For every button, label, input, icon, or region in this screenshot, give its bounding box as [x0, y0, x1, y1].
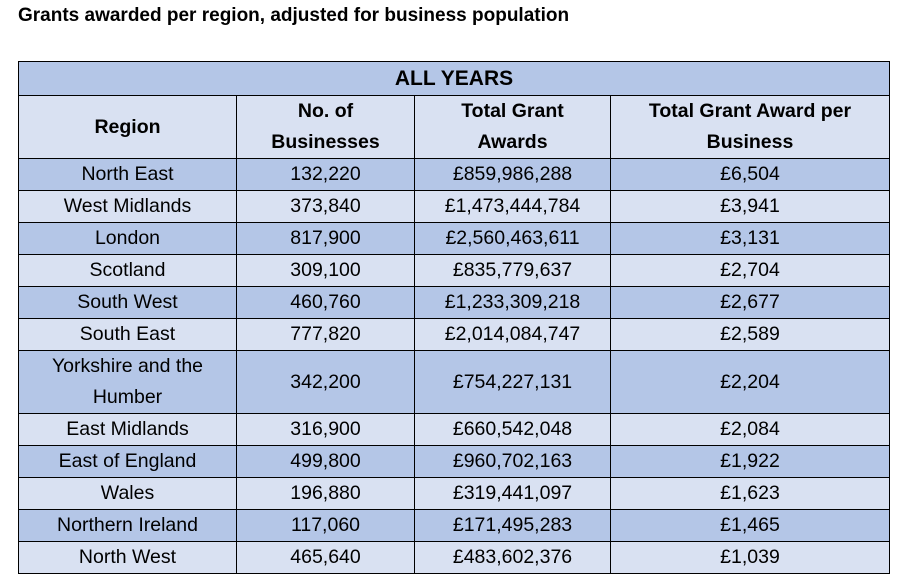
total-grant-cell: £754,227,131 — [414, 350, 611, 414]
businesses-cell: 373,840 — [236, 190, 415, 223]
businesses-cell: 777,820 — [236, 318, 415, 351]
table-row: Wales 196,880 £319,441,097 £1,623 — [18, 477, 890, 510]
table-row: East Midlands 316,900 £660,542,048 £2,08… — [18, 413, 890, 446]
table-banner-row: ALL YEARS — [18, 61, 890, 96]
per-business-cell: £1,039 — [610, 541, 890, 574]
column-header-per-business-line-1: Total Grant Award per — [648, 100, 852, 122]
column-header-region: Region — [18, 95, 237, 159]
businesses-cell: 309,100 — [236, 254, 415, 287]
total-grant-cell: £1,233,309,218 — [414, 286, 611, 319]
column-header-total-line-2: Awards — [477, 131, 548, 153]
column-header-region-line-1: Region — [94, 115, 161, 138]
businesses-cell: 460,760 — [236, 286, 415, 319]
total-grant-cell: £1,473,444,784 — [414, 190, 611, 223]
region-cell: North East — [18, 158, 237, 191]
table-row: East of England 499,800 £960,702,163 £1,… — [18, 445, 890, 478]
region-cell: Scotland — [18, 254, 237, 287]
per-business-cell: £2,084 — [610, 413, 890, 446]
businesses-cell: 465,640 — [236, 541, 415, 574]
table-row: North West 465,640 £483,602,376 £1,039 — [18, 541, 890, 574]
region-cell: North West — [18, 541, 237, 574]
per-business-cell: £3,941 — [610, 190, 890, 223]
table-row: London 817,900 £2,560,463,611 £3,131 — [18, 222, 890, 255]
total-grant-cell: £2,014,084,747 — [414, 318, 611, 351]
region-cell: South East — [18, 318, 237, 351]
per-business-cell: £1,623 — [610, 477, 890, 510]
total-grant-cell: £483,602,376 — [414, 541, 611, 574]
businesses-cell: 316,900 — [236, 413, 415, 446]
businesses-cell: 817,900 — [236, 222, 415, 255]
column-header-businesses: No. of Businesses — [236, 95, 415, 159]
table-row: West Midlands 373,840 £1,473,444,784 £3,… — [18, 190, 890, 223]
total-grant-cell: £319,441,097 — [414, 477, 611, 510]
total-grant-cell: £835,779,637 — [414, 254, 611, 287]
table-row: Scotland 309,100 £835,779,637 £2,704 — [18, 254, 890, 287]
grants-table: ALL YEARS Region No. of Businesses Total… — [18, 61, 890, 574]
businesses-cell: 196,880 — [236, 477, 415, 510]
table-row: Yorkshire and the Humber 342,200 £754,22… — [18, 350, 890, 414]
businesses-cell: 342,200 — [236, 350, 415, 414]
businesses-cell: 117,060 — [236, 509, 415, 542]
total-grant-cell: £960,702,163 — [414, 445, 611, 478]
per-business-cell: £2,677 — [610, 286, 890, 319]
column-header-total-line-1: Total Grant — [461, 100, 564, 122]
region-cell: London — [18, 222, 237, 255]
region-cell: Yorkshire and the Humber — [18, 350, 237, 414]
businesses-cell: 499,800 — [236, 445, 415, 478]
per-business-cell: £2,589 — [610, 318, 890, 351]
per-business-cell: £3,131 — [610, 222, 890, 255]
region-cell: East of England — [18, 445, 237, 478]
table-header-row: Region No. of Businesses Total Grant Awa… — [18, 95, 890, 159]
total-grant-cell: £2,560,463,611 — [414, 222, 611, 255]
total-grant-cell: £171,495,283 — [414, 509, 611, 542]
per-business-cell: £6,504 — [610, 158, 890, 191]
region-cell: Northern Ireland — [18, 509, 237, 542]
column-header-total-grant-awards: Total Grant Awards — [414, 95, 611, 159]
per-business-cell: £1,922 — [610, 445, 890, 478]
per-business-cell: £2,704 — [610, 254, 890, 287]
column-header-award-per-business: Total Grant Award per Business — [610, 95, 890, 159]
column-header-businesses-line-1: No. of — [297, 100, 354, 122]
total-grant-cell: £859,986,288 — [414, 158, 611, 191]
page-title: Grants awarded per region, adjusted for … — [18, 5, 570, 26]
column-header-businesses-line-2: Businesses — [271, 131, 380, 153]
table-row: Northern Ireland 117,060 £171,495,283 £1… — [18, 509, 890, 542]
total-grant-cell: £660,542,048 — [414, 413, 611, 446]
businesses-cell: 132,220 — [236, 158, 415, 191]
region-cell: West Midlands — [18, 190, 237, 223]
table-row: South West 460,760 £1,233,309,218 £2,677 — [18, 286, 890, 319]
region-cell: East Midlands — [18, 413, 237, 446]
region-cell: Wales — [18, 477, 237, 510]
region-cell: South West — [18, 286, 237, 319]
table-banner: ALL YEARS — [18, 61, 890, 96]
table-row: North East 132,220 £859,986,288 £6,504 — [18, 158, 890, 191]
per-business-cell: £1,465 — [610, 509, 890, 542]
per-business-cell: £2,204 — [610, 350, 890, 414]
table-row: South East 777,820 £2,014,084,747 £2,589 — [18, 318, 890, 351]
column-header-per-business-line-2: Business — [706, 131, 794, 153]
